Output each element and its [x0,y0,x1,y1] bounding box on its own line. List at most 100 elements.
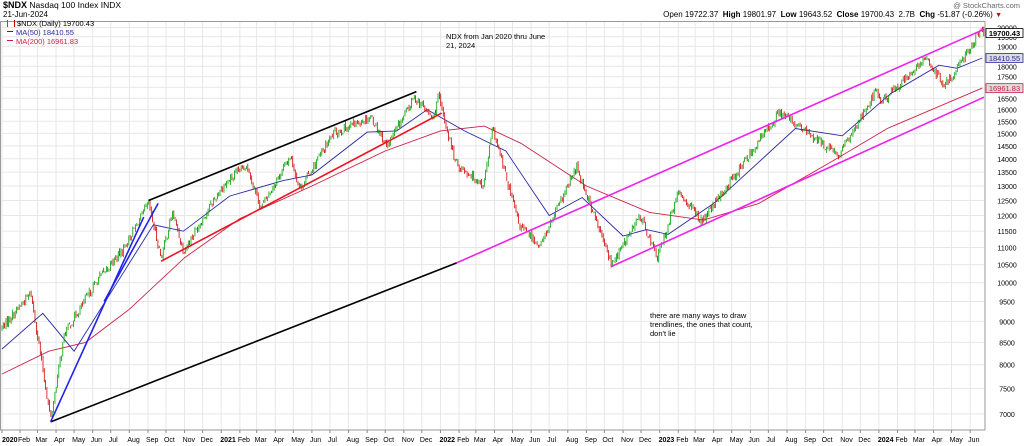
y-tick-label: 18000 [997,64,1017,71]
price-tag-box [985,53,1024,63]
price-tag-label: 16961.83 [989,84,1020,93]
x-tick-label: May [950,437,964,444]
open-value: 19722.37 [684,10,719,19]
legend-ma200-text: MA(200) 16961.83 [16,37,79,46]
trendline-magenta [611,96,985,268]
trendlines [49,28,985,423]
y-tick-label: 14000 [997,157,1017,164]
legend-ma50: MA(50) 18410.55 [7,28,74,37]
x-tick-label: Jun [91,437,102,444]
y-tick-label: 13000 [997,184,1017,191]
x-tick-label: Aug [566,437,579,444]
low-value: 19643.52 [798,10,833,19]
volume-value: 2.7B [898,10,915,19]
ma50-series [1,57,983,352]
ma200-line [1,87,983,375]
y-tick-label: 15500 [997,119,1017,126]
x-tick-label: 2022 [439,437,455,444]
x-tick-label: Dec [858,437,871,444]
x-tick-label: Mar [255,437,268,444]
x-tick-label: May [72,437,86,444]
legend-main-text: $NDX (Daily) 19700.43 [17,19,95,28]
x-tick-label: Apr [712,437,724,444]
annotation-top-line1: NDX from Jan 2020 thru June [446,32,545,41]
x-tick-label: Jul [328,437,337,444]
price-candles [1,26,985,418]
down-arrow-icon: ▼ [995,12,1002,19]
trendline-blue [49,216,145,423]
legend-ma200: MA(200) 16961.83 [7,37,78,46]
y-tick-label: 12000 [997,213,1017,220]
x-tick-label: May [291,437,305,444]
x-tick-label: Apr [54,437,66,444]
plot-border [0,21,986,431]
close-value: 19700.43 [860,10,895,19]
trendline-magenta [456,28,985,264]
y-tick-label: 15000 [997,131,1017,138]
x-axis: 2020 Feb Mar Apr May Jun Jul Aug Sep Oct Nov Dec 202… [1,430,980,444]
y-tick-label: 9000 [999,319,1015,326]
y-tick-label: 17500 [997,75,1017,82]
x-tick-label: Apr [493,437,505,444]
high-value: 19801.97 [742,10,777,19]
ma200-legend-icon [7,40,13,41]
price-tags: 19700.43 18410.55 16961.83 [985,28,1024,93]
ma50-legend-icon [7,31,13,32]
x-tick-label: 2021 [220,437,236,444]
x-tick-label: May [730,437,744,444]
legend-ma50-text: MA(50) 18410.55 [16,28,74,37]
y-tick-label: 10500 [997,263,1017,270]
x-tick-label: Dec [420,437,433,444]
ma200-series [1,87,983,375]
price-tag-label: 18410.55 [989,54,1020,63]
watermark: @ StockCharts.com [953,1,1020,10]
x-tick-label: Feb [457,437,469,444]
x-tick-label: Apr [273,437,285,444]
y-tick-label: 8000 [999,363,1015,370]
price-tag-box [985,28,1024,38]
annotation-bottom-line3: don't lie [650,329,676,338]
low-label: Low [780,10,797,19]
x-tick-label: 2024 [878,437,894,444]
x-tick-label: 2023 [659,437,675,444]
plot-background [0,21,985,430]
x-tick-label: Mar [474,437,487,444]
ma50-line [1,57,983,352]
x-tick-label: Feb [896,437,908,444]
exchange: INDX [100,0,122,10]
annotation-top-line2: 21, 2024 [446,41,475,50]
chart-date: 21-Jun-2024 [3,10,48,19]
y-tick-label: 9500 [999,299,1015,306]
x-tick-label: Nov [183,437,196,444]
x-tick-label: Jun [529,437,540,444]
x-tick-label: Feb [676,437,688,444]
trendline-black [50,262,457,423]
x-tick-label: Nov [840,437,853,444]
x-tick-label: Dec [639,437,652,444]
x-tick-label: Aug [127,437,140,444]
x-tick-label: May [511,437,525,444]
x-tick-label: Jun [968,437,979,444]
y-tick-label: 7500 [999,386,1015,393]
open-label: Open [663,10,683,19]
trendline-black [148,90,417,202]
x-tick-label: Aug [785,437,798,444]
y-tick-label: 13500 [997,170,1017,177]
candle-legend-icon [7,20,15,27]
y-tick-label: 11000 [998,246,1017,253]
x-tick-label: Mar [693,437,706,444]
x-tick-label: Dec [201,437,214,444]
x-tick-label: 2020 [2,437,18,444]
x-tick-label: Feb [18,437,30,444]
chg-value: -51.87 (-0.26%) [937,10,993,19]
y-tick-label: 10000 [997,281,1017,288]
x-tick-label: Nov [621,437,634,444]
trendline-red [160,112,443,262]
x-tick-label: Oct [822,437,833,444]
x-tick-label: Jul [547,437,556,444]
y-tick-label: 16000 [997,108,1017,115]
chart-title: $NDX Nasdaq 100 Index INDX [3,1,121,10]
price-tag-label: 19700.43 [989,29,1020,38]
grid [1,22,984,430]
index-name: Nasdaq 100 Index [29,0,99,10]
